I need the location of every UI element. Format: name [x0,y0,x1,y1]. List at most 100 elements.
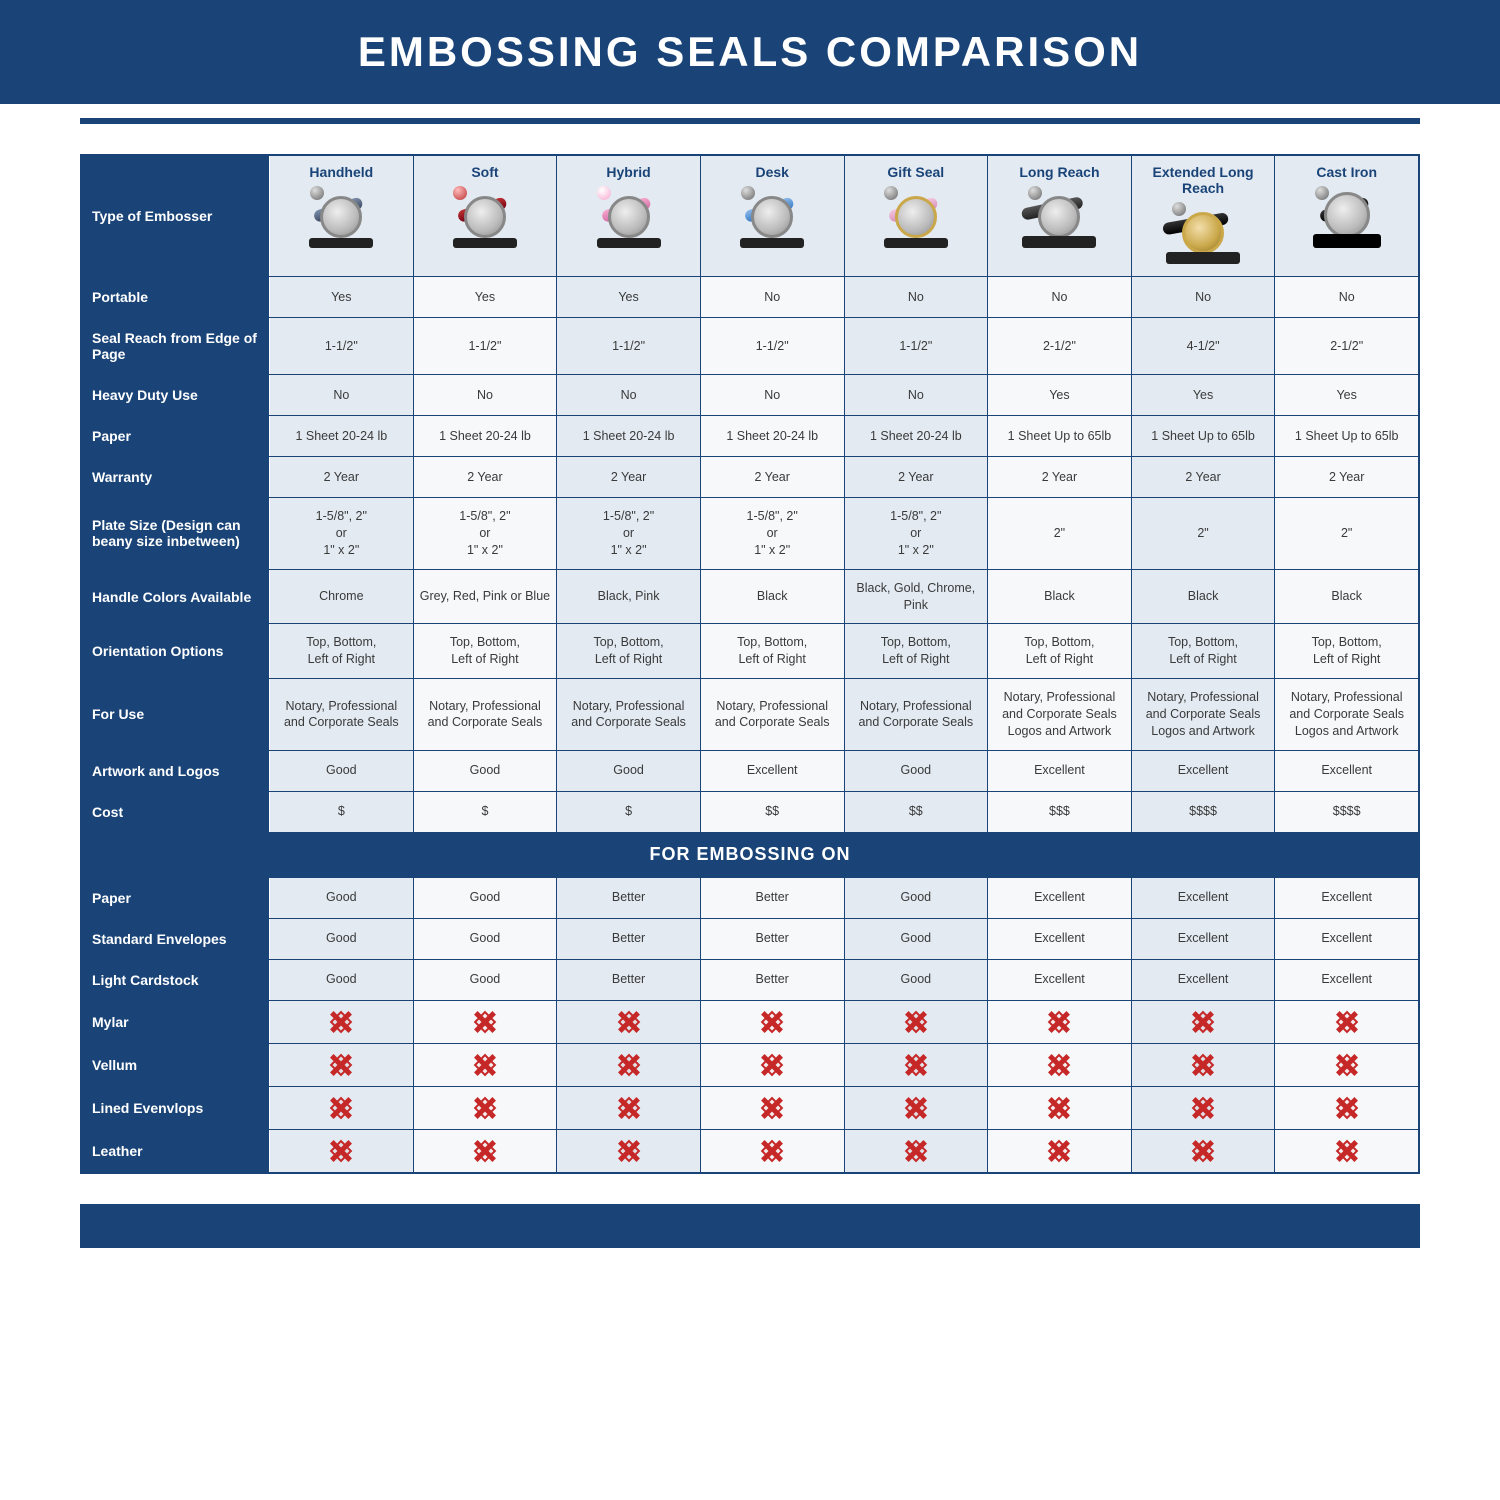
table-cell: Yes [1132,375,1276,415]
table-cell [845,1130,989,1172]
table-row: Handle Colors AvailableChromeGrey, Red, … [82,570,1418,625]
row-label: For Use [82,679,270,750]
table-cell: 1-5/8", 2" or 1" x 2" [414,498,558,569]
table-cell: 2 Year [557,457,701,497]
table-cell: 2" [1275,498,1418,569]
table-cell: Top, Bottom, Left of Right [845,624,989,678]
not-supported-icon [474,1054,496,1076]
table-cell [845,1001,989,1043]
table-row: Orientation Options Top, Bottom, Left of … [82,624,1418,679]
row-label: Artwork and Logos [82,751,270,791]
column-header-xlong: Extended Long Reach [1132,156,1276,276]
not-supported-icon [618,1140,640,1162]
column-label: Soft [471,164,498,180]
table-cell: 1-5/8", 2" or 1" x 2" [845,498,989,569]
table-cell: Good [414,919,558,959]
table-cell: $$$$ [1275,792,1418,832]
not-supported-icon [1048,1011,1070,1033]
table-cell: Notary, Professional and Corporate Seals… [988,679,1132,750]
table-cell: Good [845,960,989,1000]
column-label: Desk [755,164,788,180]
embosser-icon [1309,186,1384,248]
column-label: Gift Seal [887,164,944,180]
table-row: PaperGoodGoodBetterBetterGoodExcellentEx… [82,878,1418,919]
embosser-icon [304,186,379,248]
table-cell: Better [701,960,845,1000]
table-cell: Notary, Professional and Corporate Seals… [1275,679,1418,750]
table-cell: Excellent [1132,919,1276,959]
table-cell [270,1130,414,1172]
not-supported-icon [474,1097,496,1119]
table-row: Artwork and LogosGoodGoodGoodExcellentGo… [82,751,1418,792]
table-cell: No [270,375,414,415]
table-body-main: PortableYesYesYesNoNoNoNoNoSeal Reach fr… [82,277,1418,832]
not-supported-icon [761,1054,783,1076]
row-label: Plate Size (Design can beany size inbetw… [82,498,270,569]
table-cell [557,1130,701,1172]
row-label: Leather [82,1130,270,1172]
row-label: Orientation Options [82,624,270,678]
not-supported-icon [1048,1097,1070,1119]
row-label: Heavy Duty Use [82,375,270,415]
table-row: Light CardstockGoodGoodBetterBetterGoodE… [82,960,1418,1001]
table-cell: Top, Bottom, Left of Right [988,624,1132,678]
table-cell: $$$$ [1132,792,1276,832]
table-cell: 1 Sheet Up to 65lb [1132,416,1276,456]
table-cell [557,1087,701,1129]
table-cell: 1 Sheet 20-24 lb [845,416,989,456]
table-cell: Top, Bottom, Left of Right [557,624,701,678]
table-cell: Good [270,751,414,791]
not-supported-icon [905,1011,927,1033]
not-supported-icon [761,1097,783,1119]
table-cell: 2-1/2" [988,318,1132,374]
table-cell [701,1130,845,1172]
table-cell: Excellent [1275,960,1418,1000]
embosser-icon [447,186,522,248]
row-label: Lined Evenvlops [82,1087,270,1129]
table-cell [1132,1087,1276,1129]
table-cell: Excellent [1275,919,1418,959]
table-cell: 1-1/2" [845,318,989,374]
row-label: Standard Envelopes [82,919,270,959]
embosser-icon [1166,202,1241,264]
table-row: Mylar [82,1001,1418,1044]
table-cell [988,1130,1132,1172]
row-label-header: Type of Embosser [82,156,270,276]
table-cell [1132,1044,1276,1086]
table-cell: $$$ [988,792,1132,832]
not-supported-icon [1192,1140,1214,1162]
not-supported-icon [1192,1097,1214,1119]
table-cell: Top, Bottom, Left of Right [701,624,845,678]
not-supported-icon [1048,1054,1070,1076]
column-header-gift: Gift Seal [845,156,989,276]
row-label: Seal Reach from Edge of Page [82,318,270,374]
table-cell: Black [701,570,845,624]
table-row: Standard EnvelopesGoodGoodBetterBetterGo… [82,919,1418,960]
table-cell: Better [557,878,701,918]
table-cell: Excellent [988,751,1132,791]
table-cell [701,1044,845,1086]
table-cell: 2" [988,498,1132,569]
table-cell [988,1044,1132,1086]
not-supported-icon [1336,1097,1358,1119]
embosser-icon [735,186,810,248]
table-cell: 1-1/2" [701,318,845,374]
table-row: Plate Size (Design can beany size inbetw… [82,498,1418,570]
row-label: Warranty [82,457,270,497]
not-supported-icon [905,1140,927,1162]
table-cell: Excellent [988,878,1132,918]
table-cell: 2 Year [1132,457,1276,497]
table-cell: Good [414,960,558,1000]
footer-bar [80,1204,1420,1248]
table-row: Cost$$$$$$$$$$$$$$$$$$ [82,792,1418,832]
table-cell: Good [270,878,414,918]
table-cell [1132,1001,1276,1043]
header-row: Type of Embosser HandheldSoftHybridDeskG… [82,156,1418,277]
row-label: Paper [82,878,270,918]
table-cell: Chrome [270,570,414,624]
table-cell: $ [414,792,558,832]
table-cell: Black, Pink [557,570,701,624]
not-supported-icon [474,1011,496,1033]
table-row: Seal Reach from Edge of Page 1-1/2"1-1/2"… [82,318,1418,375]
table-cell [1132,1130,1276,1172]
